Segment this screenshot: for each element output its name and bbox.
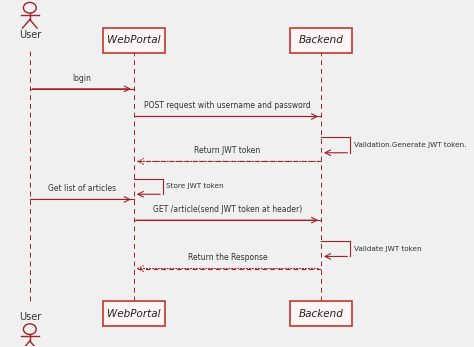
Text: login: login	[73, 74, 91, 83]
Text: GET /article(send JWT token at header): GET /article(send JWT token at header)	[153, 205, 302, 214]
Text: Validation.Generate JWT token.: Validation.Generate JWT token.	[354, 142, 466, 148]
Text: WebPortal: WebPortal	[107, 309, 161, 319]
Text: Get list of articles: Get list of articles	[48, 184, 116, 193]
Text: Return the Response: Return the Response	[188, 253, 267, 262]
FancyBboxPatch shape	[290, 28, 352, 53]
Text: POST request with username and password: POST request with username and password	[144, 101, 311, 110]
Text: Backend: Backend	[299, 309, 344, 319]
FancyBboxPatch shape	[103, 28, 165, 53]
Text: Backend: Backend	[299, 35, 344, 45]
Text: Validate JWT token: Validate JWT token	[354, 246, 421, 252]
Text: User: User	[18, 312, 41, 322]
Text: Store JWT token: Store JWT token	[166, 184, 224, 189]
FancyBboxPatch shape	[103, 302, 165, 326]
FancyBboxPatch shape	[290, 302, 352, 326]
Text: Return JWT token: Return JWT token	[194, 146, 261, 155]
Text: User: User	[18, 30, 41, 40]
Text: WebPortal: WebPortal	[107, 35, 161, 45]
